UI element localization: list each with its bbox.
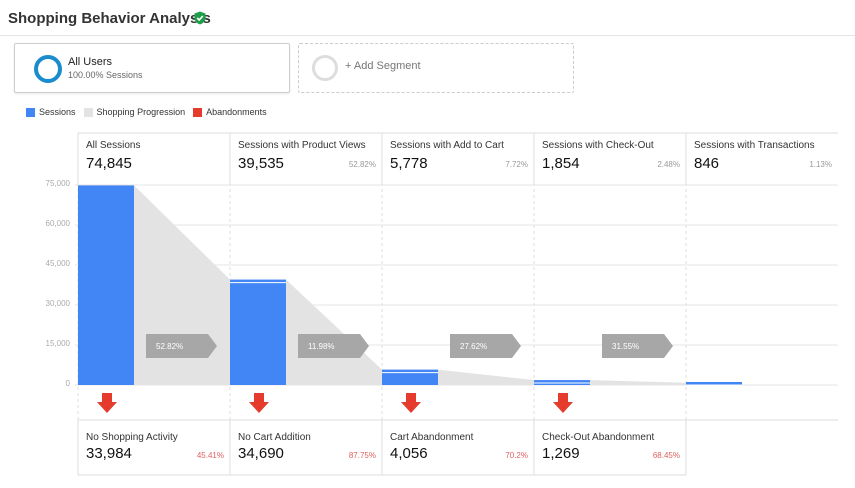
progression-arrow — [298, 334, 369, 358]
stage-value: 39,535 — [238, 155, 284, 172]
stage-pct: 2.48% — [657, 160, 680, 169]
abandon-value: 33,984 — [86, 445, 132, 462]
legend-item-sessions: Sessions — [26, 107, 76, 117]
y-tick-label: 75,000 — [45, 179, 70, 188]
bar-4 — [686, 382, 742, 385]
legend-item-progression: Shopping Progression — [83, 107, 186, 117]
bar-2 — [382, 369, 438, 385]
stage-value: 74,845 — [86, 155, 132, 172]
stage-pct: 52.82% — [348, 160, 376, 169]
abandon-arrow-icon — [553, 393, 573, 413]
stage-value: 1,854 — [542, 155, 580, 172]
legend-item-abandonments: Abandonments — [193, 107, 267, 117]
abandon-pct: 68.45% — [652, 451, 680, 460]
segment-all-users[interactable]: All Users 100.00% Sessions — [14, 43, 290, 93]
abandon-label: Check-Out Abandonment — [542, 432, 655, 443]
abandon-pct: 87.75% — [348, 451, 376, 460]
abandon-arrow-icon — [97, 393, 117, 413]
abandon-arrow-icon — [249, 393, 269, 413]
y-tick-label: 60,000 — [45, 219, 70, 228]
abandon-value: 1,269 — [542, 445, 580, 462]
page-header: Shopping Behavior Analysis — [0, 0, 855, 36]
empty-ring-icon — [312, 55, 338, 81]
page-title: Shopping Behavior Analysis — [8, 10, 211, 27]
abandon-arrow-icon — [401, 393, 421, 413]
progression-label: 31.55% — [612, 342, 639, 351]
abandon-pct: 45.41% — [196, 451, 224, 460]
legend: Sessions Shopping Progression Abandonmen… — [26, 106, 275, 118]
progression-label: 27.62% — [460, 342, 487, 351]
bar-1 — [230, 279, 286, 385]
bar-0 — [78, 185, 134, 385]
stage-pct: 1.13% — [809, 160, 832, 169]
stage-label: Sessions with Add to Cart — [390, 140, 504, 151]
check-shield-icon — [194, 11, 206, 25]
y-tick-label: 15,000 — [45, 339, 70, 348]
bar-3 — [534, 380, 590, 385]
abandon-pct: 70.2% — [505, 451, 528, 460]
abandon-label: Cart Abandonment — [390, 432, 474, 443]
segment-name: All Users — [68, 56, 113, 68]
stage-label: Sessions with Check-Out — [542, 140, 654, 151]
progression-wedge — [286, 279, 382, 385]
y-tick-label: 45,000 — [45, 259, 70, 268]
add-segment-label: + Add Segment — [345, 60, 421, 72]
progression-arrow — [602, 334, 673, 358]
abandon-label: No Shopping Activity — [86, 432, 178, 443]
legend-label: Sessions — [39, 107, 76, 117]
progression-label: 52.82% — [156, 342, 183, 351]
abandon-value: 34,690 — [238, 445, 284, 462]
stage-label: Sessions with Product Views — [238, 140, 366, 151]
progression-arrow — [146, 334, 217, 358]
stage-value: 5,778 — [390, 155, 428, 172]
abandon-value: 4,056 — [390, 445, 428, 462]
abandon-label: No Cart Addition — [238, 432, 311, 443]
progression-wedge — [438, 369, 534, 385]
progression-wedge — [590, 380, 686, 385]
legend-label: Shopping Progression — [96, 107, 186, 117]
segment-sub: 100.00% Sessions — [68, 70, 143, 80]
segment-ring-icon — [34, 55, 62, 83]
stage-pct: 7.72% — [505, 160, 528, 169]
stage-label: Sessions with Transactions — [694, 140, 815, 151]
y-tick-label: 0 — [65, 379, 70, 388]
stage-value: 846 — [694, 155, 720, 172]
legend-swatch — [26, 107, 35, 117]
legend-swatch — [83, 107, 93, 117]
add-segment-button[interactable]: + Add Segment — [298, 43, 574, 93]
y-tick-label: 30,000 — [45, 299, 70, 308]
stage-label: All Sessions — [86, 140, 141, 151]
progression-arrow — [450, 334, 521, 358]
progression-label: 11.98% — [308, 342, 335, 351]
legend-swatch — [193, 107, 203, 117]
legend-label: Abandonments — [206, 107, 267, 117]
